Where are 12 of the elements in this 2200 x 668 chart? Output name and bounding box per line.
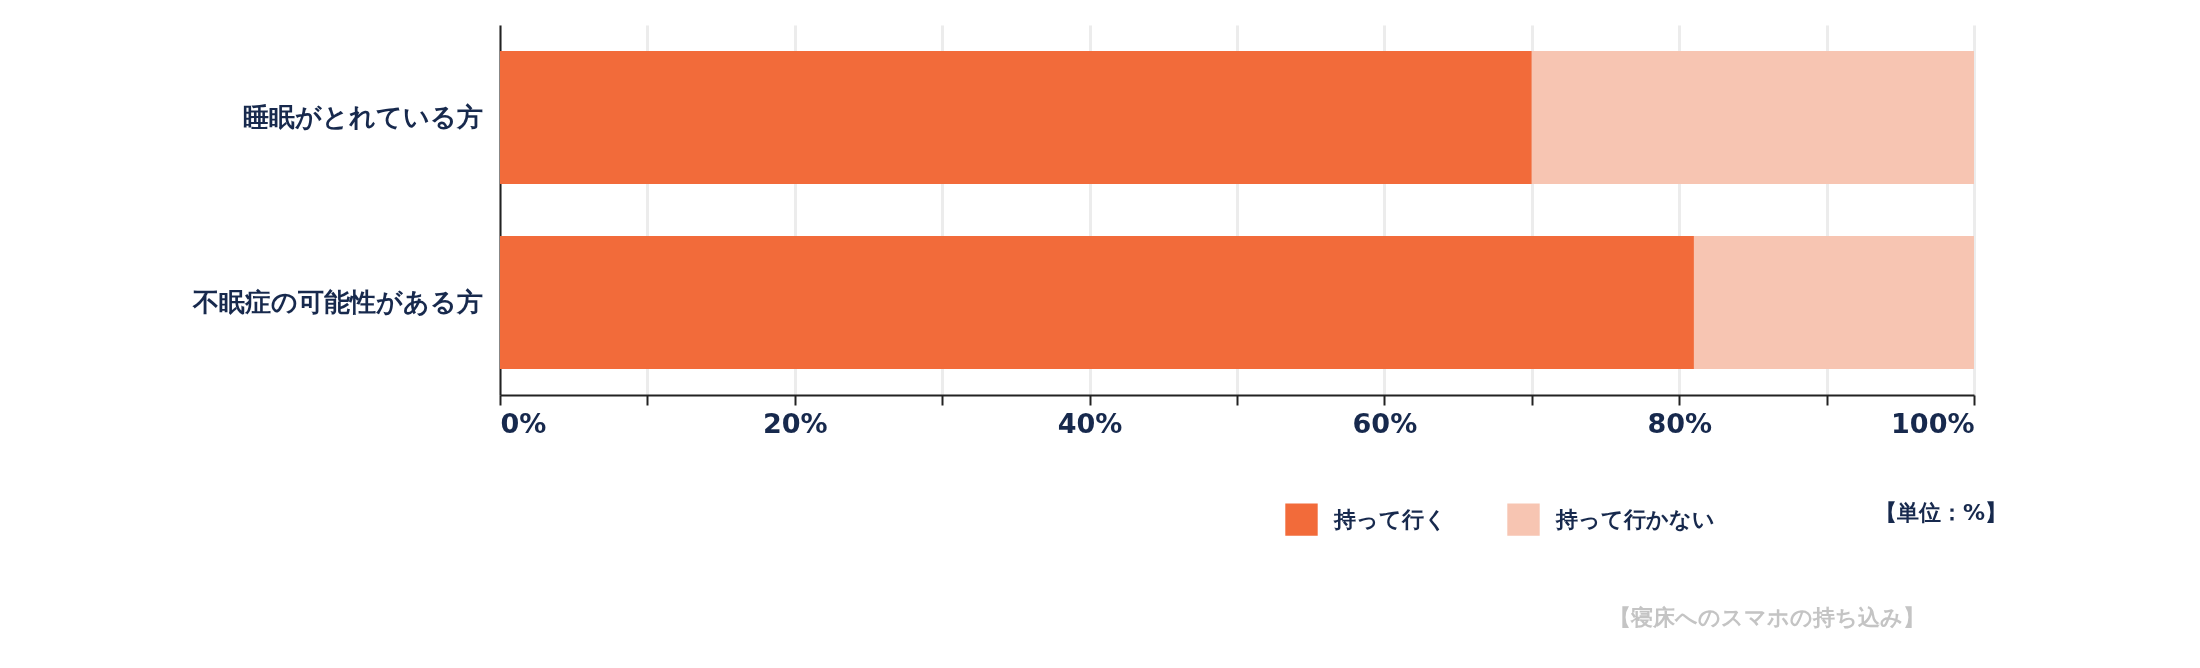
y-tick-label: 不眠症の可能性がある方 bbox=[191, 286, 483, 317]
legend-label: 持って行く bbox=[1333, 506, 1447, 532]
x-tick-label: 40% bbox=[1057, 407, 1123, 439]
x-tick-label: 80% bbox=[1647, 407, 1713, 439]
x-tick-label: 0% bbox=[500, 407, 547, 439]
text: 【寝床へのスマホの持ち込み】 bbox=[1609, 605, 1925, 630]
x-tick-label: 20% bbox=[762, 407, 828, 439]
x-tick-label: 100% bbox=[1891, 407, 1975, 439]
legend-label: 持って行かない bbox=[1555, 506, 1715, 532]
text: 【単位：%】 bbox=[1875, 500, 2008, 525]
y-tick-label: 睡眠がとれている方 bbox=[242, 101, 483, 132]
x-tick-label: 60% bbox=[1352, 407, 1418, 439]
